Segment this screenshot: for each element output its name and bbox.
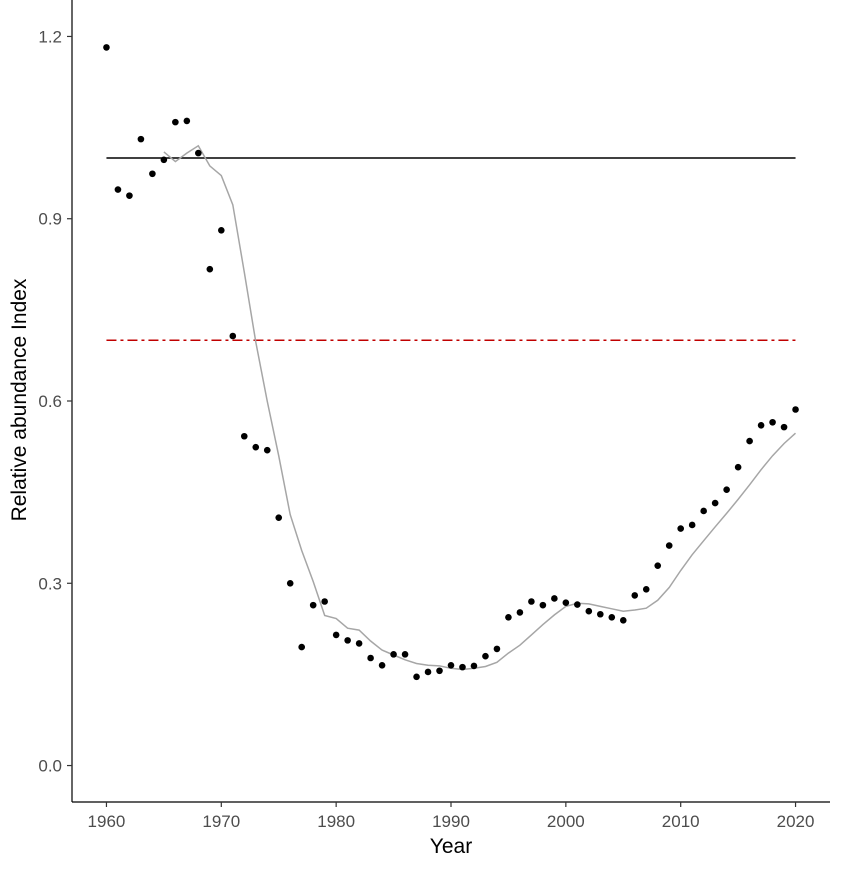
data-point (723, 486, 730, 494)
data-point (137, 135, 145, 143)
x-tick-label: 1960 (88, 812, 126, 831)
x-tick-label: 1980 (317, 812, 355, 831)
data-point (528, 598, 535, 605)
data-point (654, 562, 662, 569)
data-point (482, 652, 489, 660)
data-point (286, 579, 294, 587)
data-point (126, 192, 133, 199)
y-axis-ticks: 0.0 0.3 0.6 0.9 1.2 (38, 27, 72, 776)
data-point (390, 651, 397, 658)
data-point (229, 332, 237, 340)
data-point (206, 265, 214, 273)
data-points (103, 44, 799, 681)
data-point (160, 156, 168, 164)
data-point (746, 437, 753, 445)
data-point (688, 521, 696, 529)
y-axis-title: Relative abundance Index (8, 278, 31, 521)
data-point (413, 673, 420, 681)
data-point (378, 661, 386, 669)
trend-line-layer (163, 144, 797, 671)
data-point (665, 542, 673, 549)
data-point (344, 637, 351, 644)
data-point (551, 595, 558, 602)
trend-line (163, 144, 797, 671)
data-point (321, 598, 328, 605)
x-tick-label: 2020 (777, 812, 815, 831)
data-point (172, 118, 179, 126)
data-point (780, 423, 788, 431)
x-tick-label: 2000 (547, 812, 585, 831)
data-point (424, 668, 432, 676)
data-point (757, 422, 765, 429)
data-point (367, 654, 374, 662)
data-point (401, 651, 409, 658)
data-point (240, 432, 248, 440)
data-point (309, 601, 317, 609)
data-point (642, 586, 650, 593)
x-axis-ticks: 1960 1970 1980 1990 2000 2010 2020 (88, 802, 815, 831)
data-point (263, 446, 271, 454)
data-point (447, 661, 455, 669)
y-tick-label: 0.3 (38, 574, 62, 593)
data-point (619, 617, 627, 624)
data-point (769, 418, 776, 426)
data-point (700, 507, 707, 515)
data-point (505, 613, 512, 621)
data-point (252, 443, 260, 451)
x-tick-label: 2010 (662, 812, 700, 831)
reference-lines (106, 157, 796, 341)
data-point (436, 667, 443, 675)
y-tick-label: 1.2 (38, 27, 62, 46)
data-point (631, 592, 639, 599)
data-point (677, 525, 684, 532)
data-point (516, 609, 524, 616)
x-tick-label: 1970 (202, 812, 240, 831)
data-point (608, 613, 616, 621)
data-point (183, 117, 191, 125)
data-point (298, 643, 305, 651)
y-tick-label: 0.0 (38, 757, 62, 776)
data-point (493, 645, 501, 653)
data-point (149, 170, 156, 178)
data-point (539, 601, 547, 609)
data-point (562, 599, 570, 607)
data-point (734, 463, 742, 471)
data-point (597, 610, 604, 618)
data-point (574, 601, 581, 608)
x-tick-label: 1990 (432, 812, 470, 831)
data-point (355, 640, 363, 647)
data-point (332, 631, 340, 639)
data-point (114, 186, 122, 193)
data-point (470, 662, 478, 670)
data-point (195, 149, 202, 157)
data-point (103, 44, 110, 51)
data-point (275, 514, 283, 521)
data-point (585, 607, 593, 615)
data-point (711, 499, 719, 507)
y-tick-label: 0.9 (38, 210, 62, 229)
data-point (218, 226, 225, 234)
y-tick-label: 0.6 (38, 392, 62, 411)
data-point (459, 663, 466, 671)
data-point (792, 406, 799, 413)
x-axis-title: Year (430, 835, 472, 858)
